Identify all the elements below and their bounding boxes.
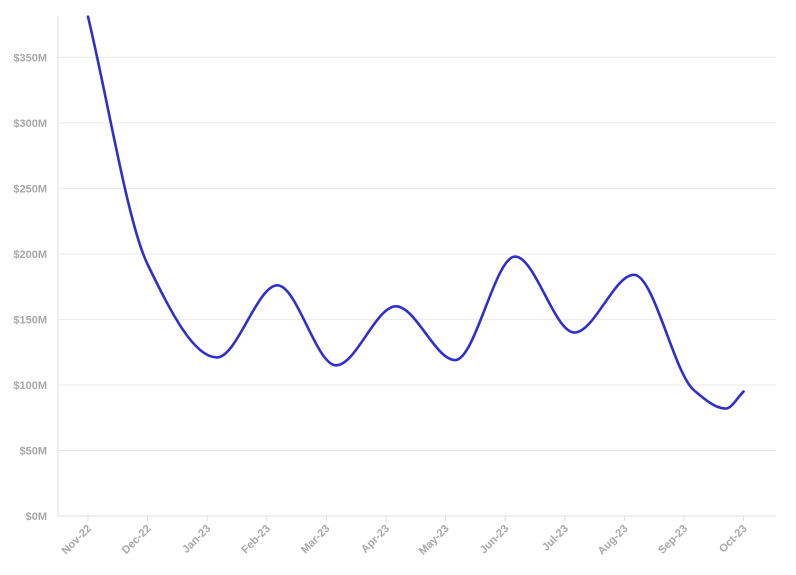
gridlines xyxy=(58,56,776,451)
x-tick-label: Apr-23 xyxy=(359,523,392,556)
y-tick-label: $0M xyxy=(26,511,47,523)
y-tick-label: $150M xyxy=(13,314,47,326)
x-tick-label: Sep-23 xyxy=(656,523,690,557)
y-tick-label: $100M xyxy=(13,380,47,392)
x-tick-label: Jul-23 xyxy=(540,523,571,554)
x-tick-label: May-23 xyxy=(417,523,452,558)
x-tick-label: Jan-23 xyxy=(180,523,213,556)
y-tick-label: $50M xyxy=(19,445,47,457)
x-tick-label: Nov-22 xyxy=(60,523,94,557)
series-layer xyxy=(86,15,745,410)
x-tick-label: Aug-23 xyxy=(596,523,631,558)
x-tick-label: Jun-23 xyxy=(478,523,512,557)
axes xyxy=(57,16,776,517)
series-line xyxy=(86,15,745,410)
x-axis-ticks: Nov-22 Dec-22 Jan-23 Feb-23 Mar-23 Apr-23 May-… xyxy=(60,516,750,557)
y-axis-ticks: $0M $50M $100M $150M $200M $250M $300M $350M xyxy=(13,52,47,523)
y-tick-label: $250M xyxy=(13,183,47,195)
y-tick-label: $200M xyxy=(13,249,47,261)
x-tick-label: Feb-23 xyxy=(239,523,273,557)
x-tick-label: Oct-23 xyxy=(717,523,750,556)
y-tick-label: $350M xyxy=(13,52,47,64)
y-tick-label: $300M xyxy=(13,118,47,130)
x-tick-label: Dec-22 xyxy=(120,523,154,557)
x-tick-label: Mar-23 xyxy=(299,523,333,557)
